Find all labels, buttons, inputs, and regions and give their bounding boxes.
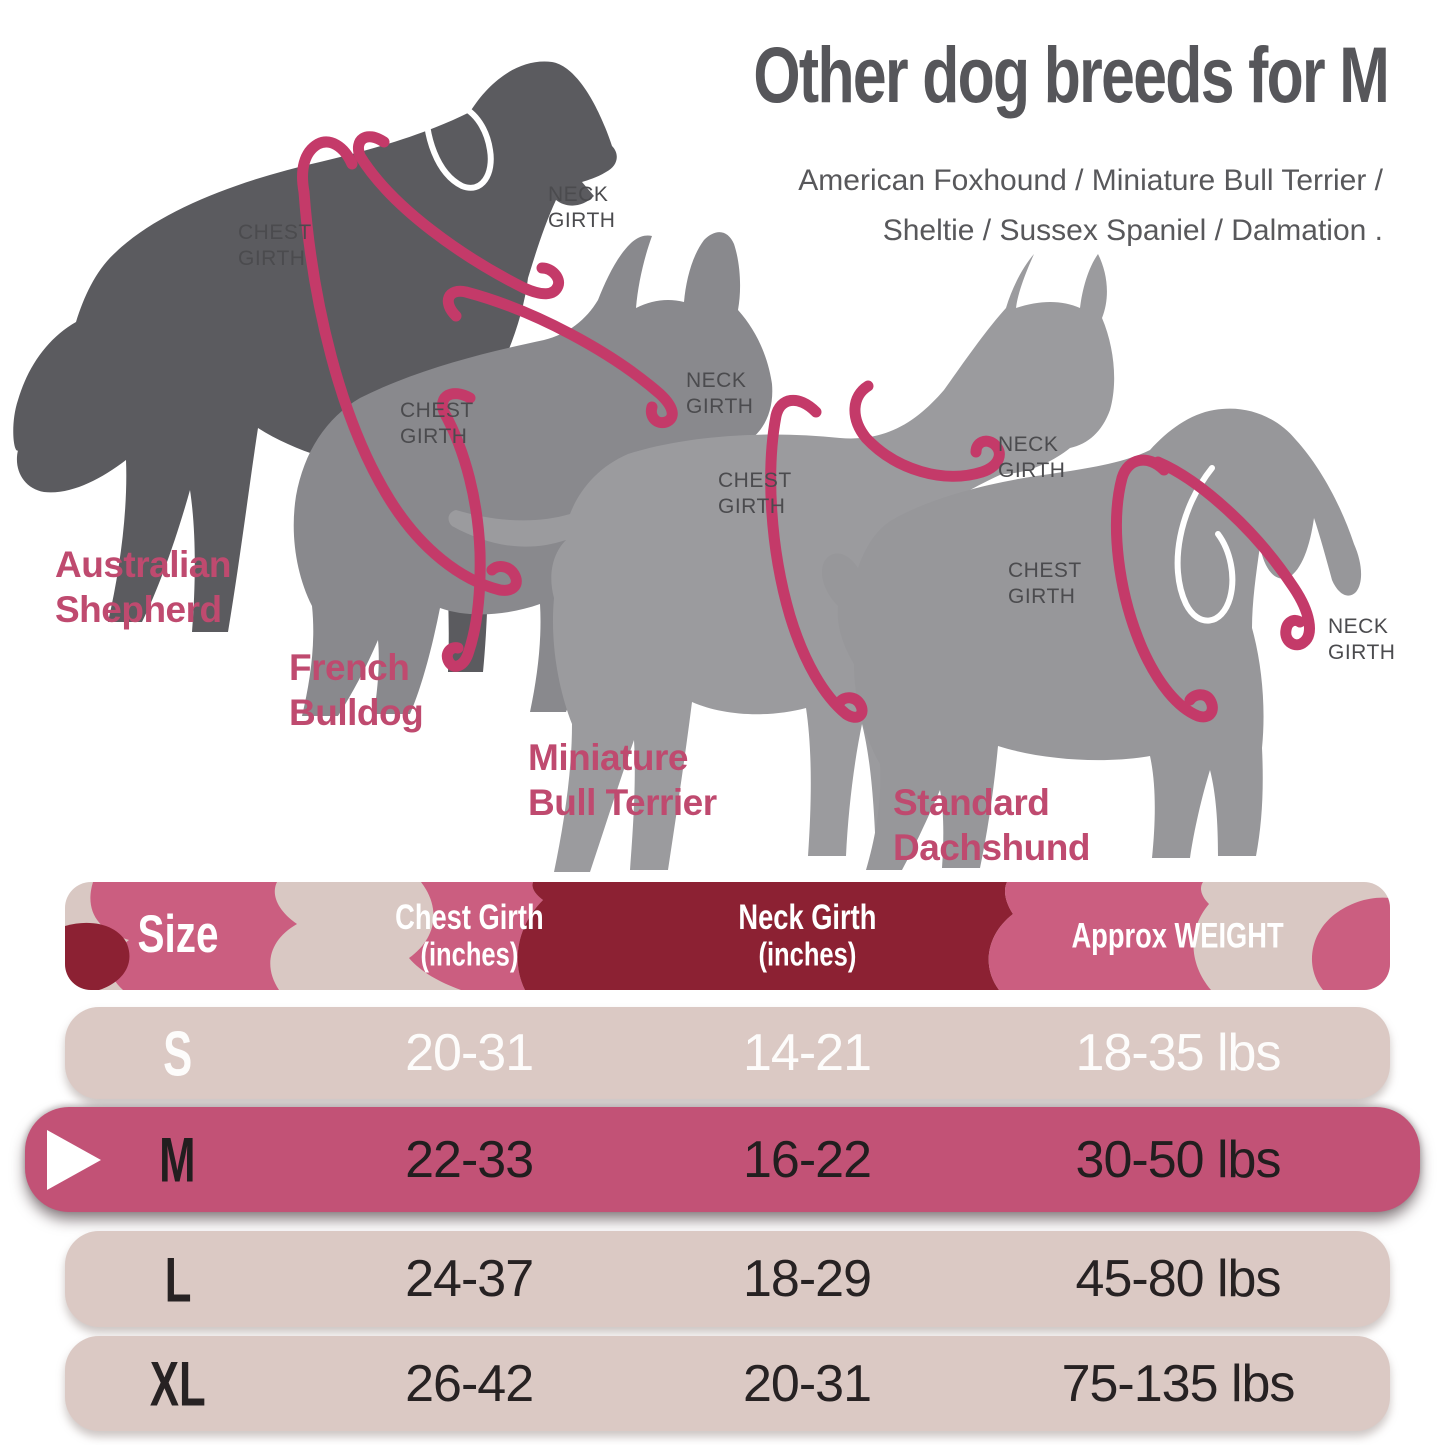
breed-label-french-bulldog: French Bulldog — [289, 647, 424, 733]
chest-girth-label: CHEST GIRTH — [718, 469, 792, 518]
size-row-l: L 24-37 18-29 45-80 lbs — [65, 1231, 1390, 1327]
page-subtitle: American Foxhound / Miniature Bull Terri… — [798, 156, 1383, 256]
breed-label-australian-shepherd: Australian Shepherd — [55, 544, 231, 630]
bulldog-neck-girth-line — [442, 285, 678, 429]
neck-girth-label: NECK GIRTH — [998, 433, 1066, 482]
weight-value: 30-50 lbs — [1075, 1130, 1282, 1189]
shepherd-neck-girth-line — [353, 131, 565, 300]
neck-girth-value: 16-22 — [743, 1130, 872, 1189]
chest-girth-label: CHEST GIRTH — [1008, 559, 1082, 608]
page-title: Other dog breeds for M — [753, 31, 1389, 120]
size-row-xl: XL 26-42 20-31 75-135 lbs — [65, 1336, 1390, 1431]
breed-label-miniature-bull-terrier: Miniature Bull Terrier — [528, 737, 717, 823]
chest-girth-value: 26-42 — [405, 1354, 534, 1413]
dog-silhouettes-svg — [13, 61, 1362, 872]
header-col-approx-weight: Approx WEIGHT — [1071, 915, 1285, 956]
chest-girth-value: 20-31 — [405, 1024, 534, 1082]
girth-measure-lines — [297, 131, 1315, 723]
subtitle-line: Sheltie / Sussex Spaniel / Dalmation . — [882, 214, 1383, 247]
size-table-header: Size Chest Girth (inches) Neck Girth (in… — [65, 882, 1390, 990]
selected-size-marker-icon — [47, 1129, 101, 1190]
shepherd-chest-girth-line — [297, 136, 522, 596]
size-row-s: S 20-31 14-21 18-35 lbs — [65, 1007, 1390, 1099]
neck-girth-label: NECK GIRTH — [686, 369, 754, 418]
neck-girth-label: NECK GIRTH — [548, 183, 616, 232]
neck-girth-label: NECK GIRTH — [1328, 615, 1396, 664]
header-col-chest-girth: Chest Girth (inches) — [394, 897, 544, 974]
size-row-m-selected: M 22-33 16-22 30-50 lbs — [25, 1107, 1420, 1212]
weight-value: 45-80 lbs — [1075, 1250, 1282, 1308]
size-cell: L — [164, 1243, 191, 1315]
neck-girth-value: 20-31 — [743, 1354, 872, 1413]
bulldog-chest-girth-line — [437, 388, 486, 672]
terrier-neck-girth-line — [849, 380, 1005, 482]
neck-girth-value: 18-29 — [743, 1250, 872, 1308]
dachshund-neck-girth-line — [1152, 456, 1315, 651]
dachshund-chest-girth-line — [1111, 454, 1218, 723]
chest-girth-label: CHEST GIRTH — [400, 399, 474, 448]
weight-value: 75-135 lbs — [1061, 1354, 1296, 1413]
header-col-neck-girth: Neck Girth (inches) — [738, 897, 876, 974]
neck-girth-value: 14-21 — [743, 1024, 872, 1082]
french-bulldog-silhouette-icon — [293, 232, 773, 716]
subtitle-line: American Foxhound / Miniature Bull Terri… — [798, 164, 1383, 197]
size-cell: M — [159, 1124, 196, 1195]
terrier-chest-girth-line — [765, 395, 868, 723]
chest-girth-value: 22-33 — [405, 1130, 534, 1189]
dachshund-rope-outline — [1174, 465, 1236, 624]
size-cell: XL — [149, 1348, 206, 1419]
breed-label-standard-dachshund: Standard Dachshund — [893, 782, 1090, 868]
weight-value: 18-35 lbs — [1075, 1024, 1282, 1082]
shepherd-ear-outline — [422, 95, 494, 191]
size-cell: S — [163, 1017, 193, 1089]
chest-girth-label: CHEST GIRTH — [238, 221, 312, 270]
chest-girth-value: 24-37 — [405, 1250, 534, 1308]
header-col-size: Size — [137, 904, 219, 964]
standard-dachshund-silhouette-icon — [821, 408, 1362, 870]
camo-pattern-background — [65, 882, 1390, 990]
